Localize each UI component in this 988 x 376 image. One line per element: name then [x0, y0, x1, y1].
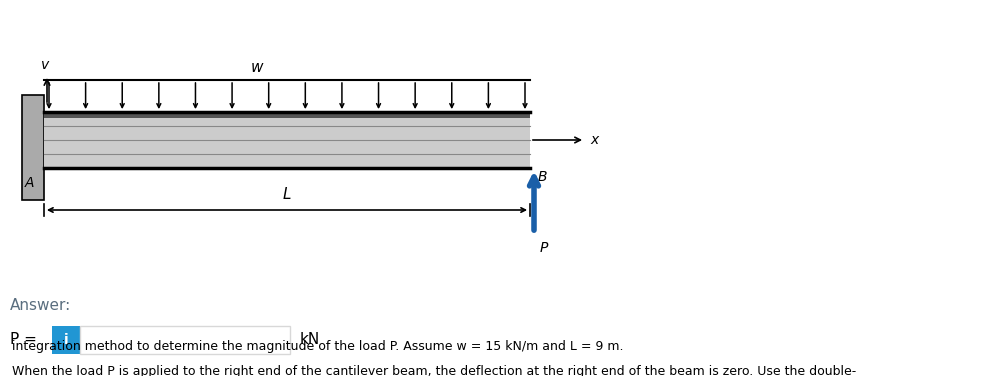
Bar: [52, 326, 80, 354]
Text: L: L: [283, 187, 291, 202]
Text: B: B: [538, 170, 547, 184]
Text: kN: kN: [300, 332, 320, 347]
Text: x: x: [590, 133, 599, 147]
Text: v: v: [41, 58, 49, 72]
Text: A: A: [25, 176, 35, 190]
Bar: [22, 95, 44, 200]
Text: When the load P is applied to the right end of the cantilever beam, the deflecti: When the load P is applied to the right …: [12, 365, 857, 376]
Bar: [80, 326, 290, 354]
Text: P: P: [540, 241, 548, 255]
Text: w: w: [251, 60, 263, 75]
Bar: [44, 112, 530, 118]
Bar: [44, 112, 530, 168]
Text: i: i: [63, 333, 68, 347]
Text: P =: P =: [10, 332, 41, 347]
Text: Answer:: Answer:: [10, 298, 71, 313]
Text: integration method to determine the magnitude of the load P. Assume w = 15 kN/m : integration method to determine the magn…: [12, 340, 623, 353]
